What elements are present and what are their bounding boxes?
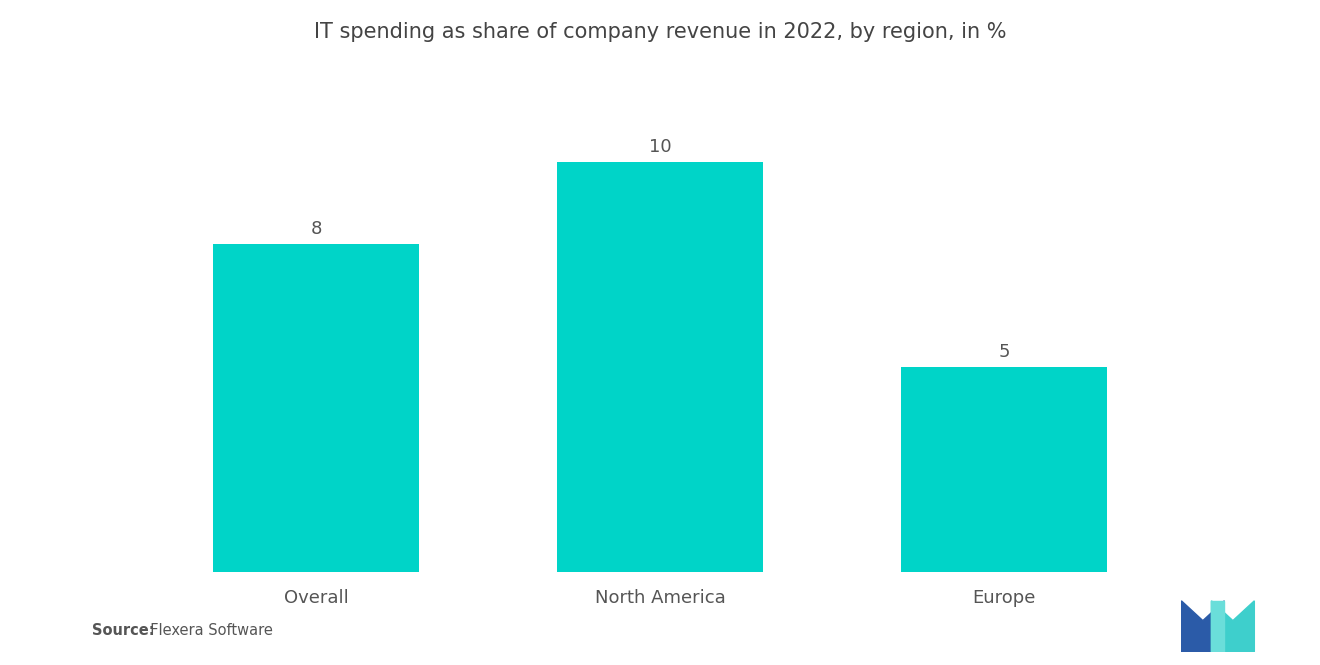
Text: Flexera Software: Flexera Software	[141, 623, 273, 638]
Bar	[900, 367, 1107, 572]
Text: 5: 5	[998, 342, 1010, 360]
Polygon shape	[1212, 601, 1225, 652]
Bar	[557, 162, 763, 572]
Title: IT spending as share of company revenue in 2022, by region, in %: IT spending as share of company revenue …	[314, 22, 1006, 42]
Polygon shape	[1212, 601, 1254, 652]
Polygon shape	[1181, 601, 1225, 652]
Text: 10: 10	[648, 138, 672, 156]
Text: 8: 8	[310, 219, 322, 237]
Text: Source:: Source:	[92, 623, 154, 638]
Bar	[213, 244, 420, 572]
